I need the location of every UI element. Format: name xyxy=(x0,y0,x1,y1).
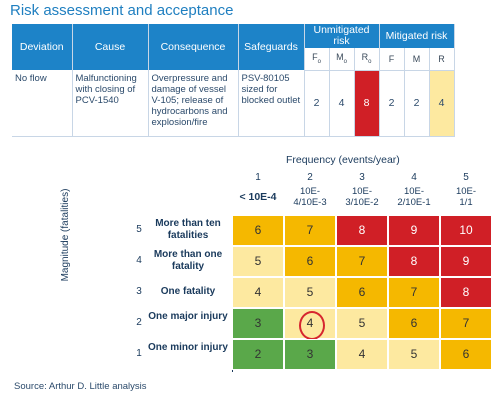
cell-safeguards: PSV-80105 sized for blocked outlet xyxy=(238,70,305,137)
matrix-cell-r1-c5: 6 xyxy=(440,339,492,370)
header-consequence: Consequence xyxy=(148,24,239,70)
magnitude-row-5-label: More than ten fatalities xyxy=(155,218,221,241)
magnitude-axis-title: Magnitude (fatalities) xyxy=(60,188,71,282)
header-cause: Cause xyxy=(72,24,149,70)
frequency-col-4-label: 10E- 2/10E-1 xyxy=(397,186,431,208)
matrix-cell-r4-c3: 7 xyxy=(336,246,388,277)
matrix-cell-r4-c1: 5 xyxy=(232,246,284,277)
frequency-col-5-num: 5 xyxy=(463,172,469,183)
cell-deviation: No flow xyxy=(12,70,73,137)
cell-unmit-m: 4 xyxy=(329,70,355,137)
matrix-cell-r5-c4: 9 xyxy=(388,215,440,246)
matrix-cell-r5-c2: 7 xyxy=(284,215,336,246)
header-safeguards: Safeguards xyxy=(238,24,305,70)
frequency-col-1-num: 1 xyxy=(255,172,261,183)
matrix-cell-r2-c1: 3 xyxy=(232,308,284,339)
matrix-cell-r3-c5: 8 xyxy=(440,277,492,308)
matrix-cell-r3-c4: 7 xyxy=(388,277,440,308)
matrix-cell-r4-c2: 6 xyxy=(284,246,336,277)
matrix-cell-r5-c1: 6 xyxy=(232,215,284,246)
frequency-col-5-label: 10E- 1/1 xyxy=(455,186,477,208)
frequency-col-3-label: 10E- 3/10E-2 xyxy=(345,186,379,208)
cell-mit-r: 4 xyxy=(429,70,455,137)
matrix-cell-r2-c2: 4 xyxy=(284,308,336,340)
sub-mit-f: F xyxy=(379,48,405,71)
header-deviation: Deviation xyxy=(12,24,73,70)
matrix-cell-r3-c3: 6 xyxy=(336,277,388,308)
sub-mit-m: M xyxy=(404,48,430,71)
frequency-col-3-num: 3 xyxy=(359,172,365,183)
matrix-cell-r1-c1: 2 xyxy=(232,339,284,370)
table-row: No flow Malfunctioning with closing of P… xyxy=(12,70,455,137)
magnitude-row-2-label: One major injury xyxy=(148,311,228,322)
magnitude-row-2-num: 2 xyxy=(136,317,142,328)
frequency-col-1-label: < 10E-4 xyxy=(239,191,277,203)
frequency-col-4-num: 4 xyxy=(411,172,417,183)
matrix-cell-r1-c2: 3 xyxy=(284,339,336,370)
sub-unmit-f: Fo xyxy=(304,48,330,71)
magnitude-row-3-num: 3 xyxy=(136,286,142,297)
matrix-cell-r2-c5: 7 xyxy=(440,308,492,339)
frequency-col-2-num: 2 xyxy=(307,172,313,183)
magnitude-row-1-label: One minor injury xyxy=(147,342,228,353)
matrix-cell-r2-c3: 5 xyxy=(336,308,388,339)
frequency-col-2-label: 10E- 4/10E-3 xyxy=(293,186,327,208)
matrix-cell-r5-c5: 10 xyxy=(440,215,492,246)
cell-mit-m: 2 xyxy=(404,70,430,137)
cell-consequence: Overpressure and damage of vessel V-105;… xyxy=(148,70,239,137)
magnitude-row-1-num: 1 xyxy=(136,348,142,359)
magnitude-row-4-label: More than one fatality xyxy=(153,249,223,272)
source-note: Source: Arthur D. Little analysis xyxy=(14,381,147,392)
page-title: Risk assessment and acceptance xyxy=(10,2,234,19)
cell-mit-f: 2 xyxy=(379,70,405,137)
cell-unmit-f: 2 xyxy=(304,70,330,137)
matrix-cell-r3-c1: 4 xyxy=(232,277,284,308)
matrix-cell-r4-c4: 8 xyxy=(388,246,440,277)
risk-matrix: 6 7 8 9 10 5 6 7 8 9 4 5 6 7 8 3 4 5 6 7 2 3 4 5 6 xyxy=(232,215,494,372)
risk-table: Deviation Cause Consequence Safeguards U… xyxy=(12,24,455,137)
header-mitigated: Mitigated risk xyxy=(379,24,455,48)
magnitude-row-5-num: 5 xyxy=(136,224,142,235)
sub-unmit-m: Mo xyxy=(329,48,355,71)
table-subheader-row: Fo Mo Ro F M R xyxy=(12,48,455,71)
matrix-cell-r3-c2: 5 xyxy=(284,277,336,308)
sub-mit-r: R xyxy=(429,48,455,71)
table-header-row: Deviation Cause Consequence Safeguards U… xyxy=(12,24,455,70)
magnitude-row-3-label: One fatality xyxy=(160,286,216,297)
matrix-cell-r1-c4: 5 xyxy=(388,339,440,370)
matrix-cell-r1-c3: 4 xyxy=(336,339,388,370)
matrix-cell-r4-c5: 9 xyxy=(440,246,492,277)
cell-unmit-r: 8 xyxy=(354,70,380,137)
matrix-cell-r2-c4: 6 xyxy=(388,308,440,339)
frequency-axis-title: Frequency (events/year) xyxy=(286,154,400,166)
sub-unmit-r: Ro xyxy=(354,48,380,71)
header-unmitigated: Unmitigated risk xyxy=(304,24,380,48)
cell-cause: Malfunctioning with closing of PCV-1540 xyxy=(72,70,149,137)
matrix-cell-r5-c3: 8 xyxy=(336,215,388,246)
magnitude-row-4-num: 4 xyxy=(136,255,142,266)
